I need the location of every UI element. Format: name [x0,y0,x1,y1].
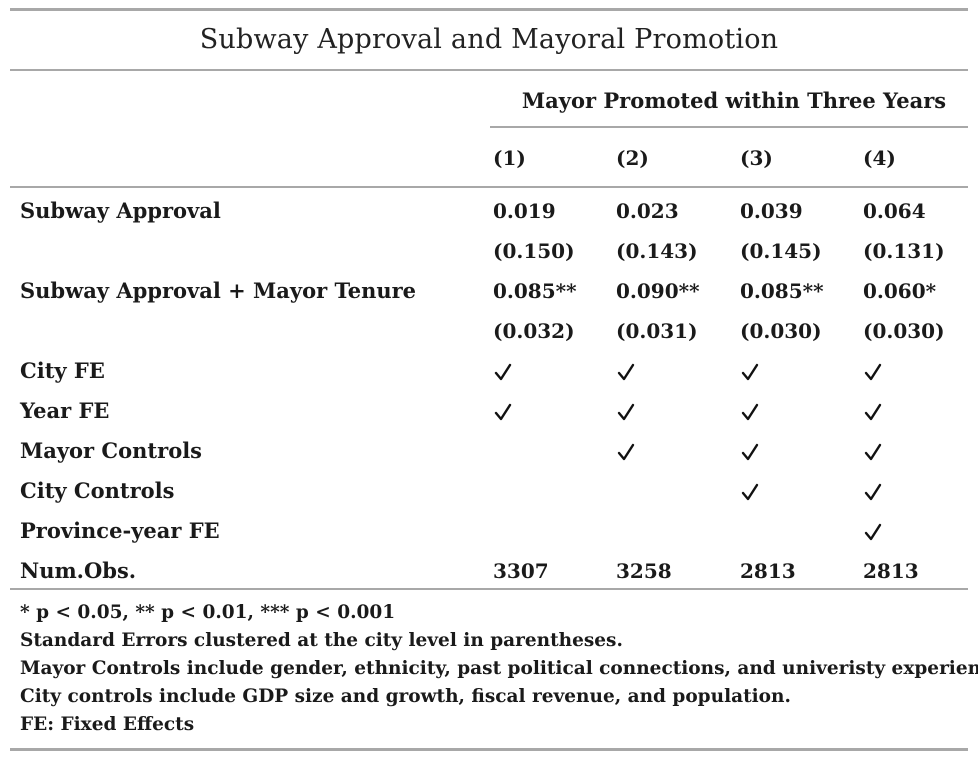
check-mark-icon [741,483,759,501]
column-header: (1) [493,146,526,170]
table-cell: (0.131) [863,239,945,263]
table-cell: 0.064 [863,199,926,223]
table-cell: (0.145) [740,239,822,263]
check-mark-icon [864,483,882,501]
table-cell: 0.060* [863,279,937,303]
header-span-rule [490,126,968,128]
dependent-variable-header: Mayor Promoted within Three Years [521,88,947,113]
table-cell: 2813 [863,559,919,583]
top-rule [10,8,968,11]
table-cell: 2813 [740,559,796,583]
table-cell: (0.032) [493,319,575,343]
table-cell: (0.030) [740,319,822,343]
check-mark-icon [617,403,635,421]
row-label: City FE [20,358,105,383]
table-cell: (0.150) [493,239,575,263]
check-mark-icon [617,443,635,461]
table-note: Standard Errors clustered at the city le… [20,630,623,651]
table-title: Subway Approval and Mayoral Promotion [199,24,779,55]
check-mark-icon [864,403,882,421]
table-note: City controls include GDP size and growt… [20,686,791,707]
row-label: Subway Approval + Mayor Tenure [20,278,417,303]
check-mark-icon [617,363,635,381]
table-cell: 3307 [493,559,549,583]
row-label: City Controls [20,478,175,503]
column-header: (3) [740,146,773,170]
check-mark-icon [741,443,759,461]
table-cell: (0.030) [863,319,945,343]
check-mark-icon [494,403,512,421]
row-label: Year FE [20,398,110,423]
table-note: FE: Fixed Effects [20,714,195,735]
final-rule [10,748,968,751]
check-mark-icon [864,523,882,541]
bottom-rule [10,588,968,590]
table-cell: 0.039 [740,199,803,223]
table-cell: 3258 [616,559,672,583]
table-note: Mayor Controls include gender, ethnicity… [20,658,978,679]
check-mark-icon [741,363,759,381]
check-mark-icon [864,363,882,381]
row-label: Province-year FE [20,518,220,543]
row-label: Mayor Controls [20,438,202,463]
table-cell: 0.019 [493,199,556,223]
check-mark-icon [741,403,759,421]
table-cell: 0.085** [493,279,577,303]
table-cell: 0.090** [616,279,700,303]
table-cell: 0.085** [740,279,824,303]
row-label: Subway Approval [20,198,221,223]
check-mark-icon [494,363,512,381]
header-rule [10,186,968,188]
table-cell: (0.031) [616,319,698,343]
table-note: * p < 0.05, ** p < 0.01, *** p < 0.001 [20,602,396,623]
column-header: (4) [863,146,896,170]
column-header: (2) [616,146,649,170]
title-rule [10,69,968,71]
table-cell: 0.023 [616,199,679,223]
table-cell: (0.143) [616,239,698,263]
check-mark-icon [864,443,882,461]
row-label: Num.Obs. [20,558,137,583]
